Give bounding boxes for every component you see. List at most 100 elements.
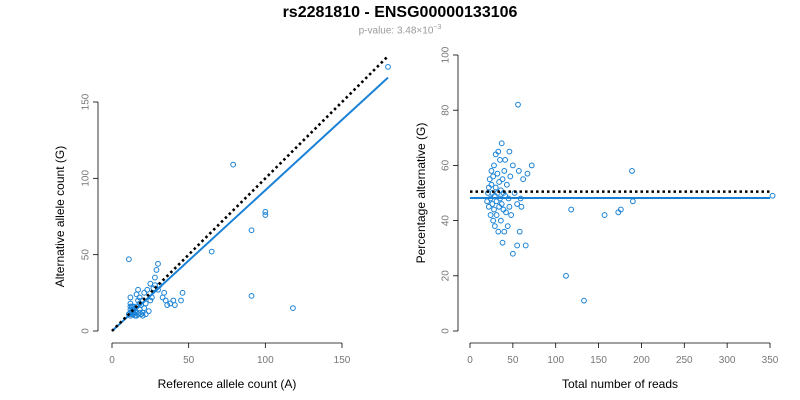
- data-point: [136, 294, 143, 301]
- data-point: [179, 289, 186, 296]
- data-point: [497, 156, 503, 163]
- data-point: [144, 286, 151, 293]
- data-point: [485, 203, 492, 210]
- pvalue-exponent: −3: [433, 24, 442, 31]
- data-point: [208, 248, 215, 255]
- data-point: [509, 250, 516, 257]
- y-tick-label: 60: [441, 159, 452, 171]
- y-tick-label: 50: [81, 249, 92, 261]
- data-point: [522, 242, 529, 249]
- data-point: [145, 308, 152, 315]
- data-point: [153, 267, 160, 273]
- data-point: [629, 168, 635, 174]
- x-tick-label: 50: [183, 355, 195, 366]
- data-point: [496, 179, 503, 185]
- data-point: [528, 162, 535, 169]
- x-tick-label: 350: [762, 355, 779, 366]
- data-point: [568, 206, 575, 213]
- x-tick-label: 100: [547, 355, 564, 366]
- data-point: [629, 198, 636, 205]
- y-tick-label: 100: [441, 46, 452, 63]
- data-point: [262, 209, 269, 215]
- y-tick-label: 0: [441, 328, 452, 334]
- data-point: [248, 227, 255, 234]
- page-title: rs2281810 - ENSG00000133106: [282, 4, 518, 21]
- data-point: [489, 201, 496, 207]
- data-point: [499, 176, 506, 183]
- data-point: [152, 274, 158, 281]
- data-point: [490, 173, 497, 180]
- x-tick-label: 150: [590, 355, 607, 366]
- x-tick-label: 150: [334, 355, 351, 366]
- y-tick-label: 20: [441, 270, 452, 282]
- y-tick-label: 100: [81, 170, 92, 187]
- data-point: [514, 201, 521, 207]
- data-point: [506, 148, 513, 155]
- y-tick-label: 150: [81, 93, 92, 110]
- allele-count-scatter: 0 50 100 150 0 50 100 150 Reference allele count…: [53, 55, 391, 391]
- data-point: [563, 272, 569, 279]
- data-point: [524, 170, 531, 177]
- data-point: [147, 280, 154, 287]
- data-point: [514, 242, 521, 249]
- percentage-alternative-scatter: 0 50 100 150 200 250 300 350 0 20 40 60 80 100 Total n…: [414, 46, 779, 391]
- data-point: [494, 190, 501, 196]
- x-tick-label: 300: [719, 355, 736, 366]
- data-point: [178, 297, 184, 304]
- data-point: [581, 297, 587, 304]
- data-point: [494, 170, 501, 177]
- data-point: [486, 176, 493, 183]
- data-point: [601, 212, 608, 218]
- data-point: [516, 228, 523, 235]
- y-axis-title: Alternative allele count (G): [53, 146, 67, 287]
- data-point: [230, 161, 237, 168]
- x-axis-title: Total number of reads: [562, 377, 678, 391]
- data-point: [515, 101, 521, 108]
- data-point: [248, 292, 255, 299]
- data-point: [155, 260, 161, 267]
- data-point: [125, 256, 132, 263]
- data-point: [488, 181, 495, 188]
- data-point: [491, 206, 497, 213]
- y-tick-label: 0: [81, 328, 92, 334]
- x-axis-title: Reference allele count (A): [158, 377, 297, 391]
- x-tick-label: 100: [257, 355, 274, 366]
- data-point: [262, 212, 269, 218]
- data-point: [491, 223, 498, 230]
- y-tick-label: 80: [441, 104, 452, 116]
- data-point: [501, 228, 508, 235]
- data-point: [507, 173, 514, 180]
- pvalue-text: p-value: 3.48×10: [358, 25, 434, 37]
- data-point: [499, 239, 506, 246]
- x-tick-label: 0: [109, 355, 115, 366]
- data-point: [508, 212, 515, 218]
- data-point: [515, 168, 522, 174]
- data-point: [162, 297, 169, 304]
- y-axis-title: Percentage alternative (G): [414, 123, 428, 264]
- data-point: [127, 300, 134, 307]
- data-point: [495, 228, 502, 235]
- x-tick-label: 250: [676, 355, 693, 366]
- data-point: [518, 203, 525, 210]
- data-point: [135, 286, 141, 293]
- data-point: [127, 303, 134, 310]
- fit-line: [111, 76, 389, 332]
- data-point: [487, 212, 494, 218]
- data-point: [503, 181, 510, 188]
- data-point: [488, 168, 495, 174]
- data-point: [520, 176, 527, 183]
- data-point: [501, 168, 508, 174]
- data-point: [127, 294, 134, 301]
- data-point: [141, 289, 148, 296]
- data-point: [497, 217, 504, 224]
- y-tick-label: 40: [441, 215, 452, 227]
- x-tick-label: 200: [633, 355, 650, 366]
- x-tick-label: 50: [507, 355, 519, 366]
- data-point: [492, 184, 499, 191]
- reference-line: [111, 55, 389, 332]
- data-point: [493, 212, 500, 218]
- data-point: [133, 291, 140, 298]
- data-point: [509, 162, 516, 169]
- data-point: [161, 289, 168, 296]
